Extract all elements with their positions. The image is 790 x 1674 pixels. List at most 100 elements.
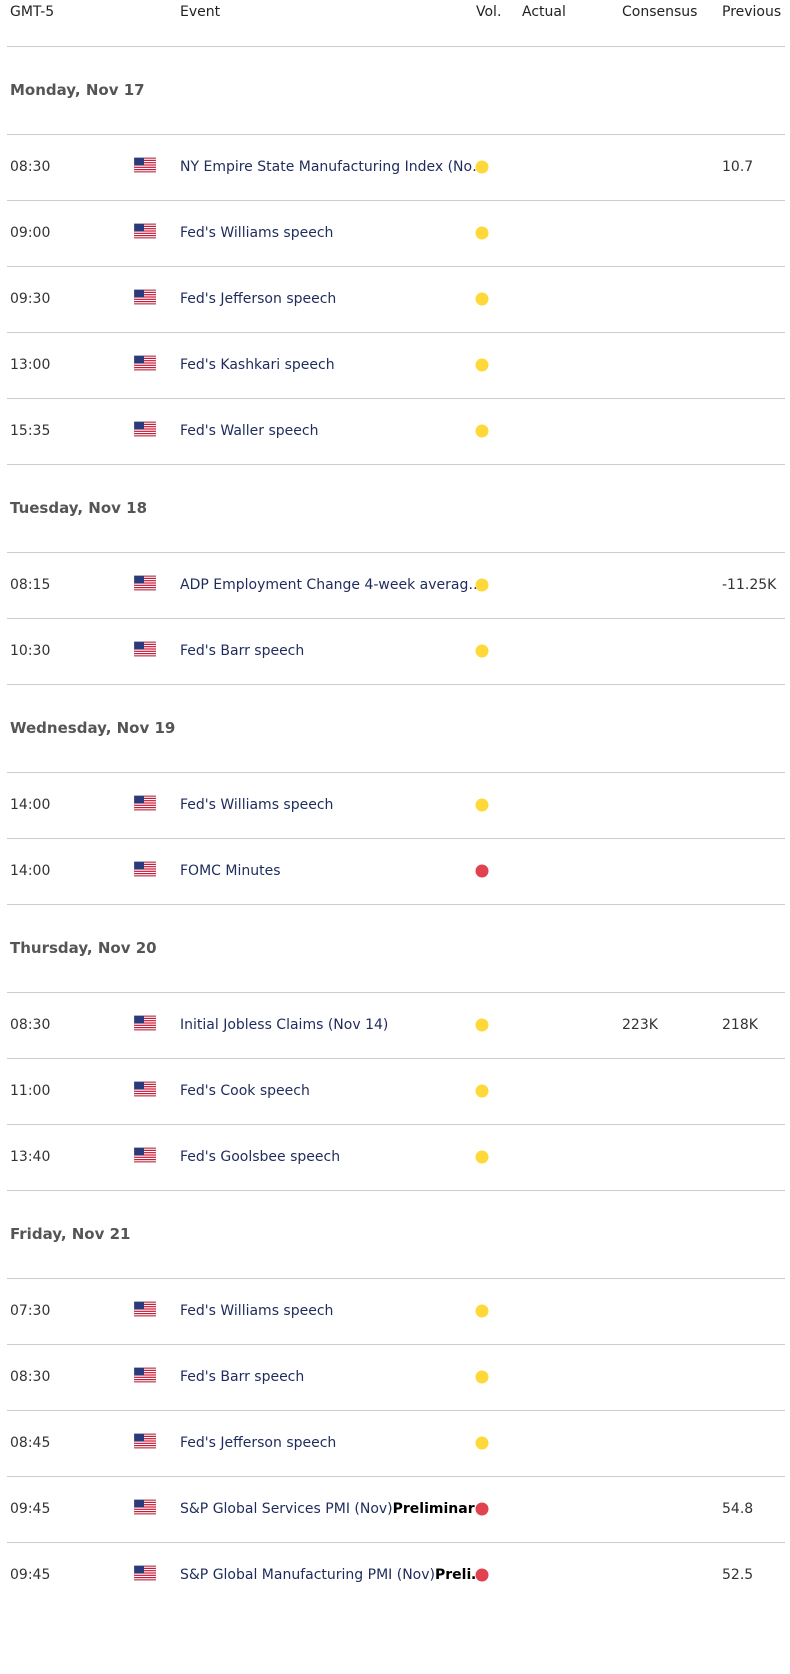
divider	[7, 1190, 785, 1191]
flag-icon	[133, 1565, 157, 1585]
divider	[7, 552, 785, 553]
event-emphasis: Preli…	[434, 1567, 486, 1583]
event-name: ADP Employment Change 4-week averag…	[180, 577, 483, 593]
us-flag	[133, 289, 157, 305]
volatility-dot	[475, 1084, 489, 1098]
column-header: GMT-5	[10, 4, 55, 20]
event-time: 14:00	[10, 797, 51, 813]
volatility-dot	[475, 798, 489, 812]
divider	[7, 398, 785, 399]
flag-icon	[133, 355, 157, 375]
volatility-dot	[475, 1568, 489, 1582]
event-name: Fed's Kashkari speech	[180, 357, 335, 373]
column-header: Vol.	[476, 4, 502, 20]
event-time: 08:45	[10, 1435, 51, 1451]
event-time: 15:35	[10, 423, 51, 439]
flag-icon	[133, 1147, 157, 1167]
flag-icon	[133, 1433, 157, 1453]
event-name: Fed's Williams speech	[180, 225, 334, 241]
flag-icon	[133, 1081, 157, 1101]
column-header: Actual	[522, 4, 566, 20]
divider	[7, 1410, 785, 1411]
event-name: Fed's Jefferson speech	[180, 291, 337, 307]
event-time: 08:30	[10, 1017, 51, 1033]
volatility-dot	[475, 1502, 489, 1516]
previous-value: 52.5	[722, 1567, 754, 1583]
event-name: Initial Jobless Claims (Nov 14)	[180, 1017, 389, 1033]
volatility-dot	[475, 1150, 489, 1164]
volatility-dot	[475, 1018, 489, 1032]
us-flag	[133, 1015, 157, 1031]
event-name: Fed's Goolsbee speech	[180, 1149, 341, 1165]
day-label: Tuesday, Nov 18	[10, 499, 148, 517]
event-time: 09:30	[10, 291, 51, 307]
event-name: FOMC Minutes	[180, 863, 281, 879]
day-label: Thursday, Nov 20	[10, 939, 157, 957]
event-name: Fed's Barr speech	[180, 643, 305, 659]
divider	[7, 904, 785, 905]
us-flag	[133, 1565, 157, 1581]
us-flag	[133, 641, 157, 657]
flag-icon	[133, 641, 157, 661]
event-emphasis: Preliminar	[392, 1501, 475, 1517]
flag-icon	[133, 289, 157, 309]
event-time: 11:00	[10, 1083, 51, 1099]
divider	[7, 838, 785, 839]
divider	[7, 1124, 785, 1125]
volatility-dot	[475, 1370, 489, 1384]
volatility-dot	[475, 292, 489, 306]
flag-icon	[133, 575, 157, 595]
us-flag	[133, 223, 157, 239]
consensus-value: 223K	[622, 1017, 658, 1033]
flag-icon	[133, 1499, 157, 1519]
us-flag	[133, 157, 157, 173]
us-flag	[133, 1301, 157, 1317]
divider	[7, 46, 785, 47]
flag-icon	[133, 795, 157, 815]
divider	[7, 1542, 785, 1543]
column-header: Previous	[722, 4, 782, 20]
previous-value: 218K	[722, 1017, 758, 1033]
divider	[7, 992, 785, 993]
volatility-dot	[475, 578, 489, 592]
divider	[7, 772, 785, 773]
us-flag	[133, 575, 157, 591]
event-name: S&P Global Services PMI (Nov)Preliminar	[180, 1501, 475, 1517]
us-flag	[133, 355, 157, 371]
divider	[7, 1278, 785, 1279]
flag-icon	[133, 157, 157, 177]
event-name: Fed's Barr speech	[180, 1369, 305, 1385]
volatility-dot	[475, 424, 489, 438]
flag-icon	[133, 1367, 157, 1387]
us-flag	[133, 861, 157, 877]
event-time: 13:40	[10, 1149, 51, 1165]
event-name: NY Empire State Manufacturing Index (No…	[180, 159, 487, 175]
us-flag	[133, 1433, 157, 1449]
us-flag	[133, 795, 157, 811]
us-flag	[133, 1499, 157, 1515]
volatility-dot	[475, 1436, 489, 1450]
event-time: 10:30	[10, 643, 51, 659]
event-time: 14:00	[10, 863, 51, 879]
previous-value: 54.8	[722, 1501, 754, 1517]
volatility-dot	[475, 226, 489, 240]
divider	[7, 684, 785, 685]
event-time: 09:45	[10, 1567, 51, 1583]
event-time: 13:00	[10, 357, 51, 373]
volatility-dot	[475, 1304, 489, 1318]
us-flag	[133, 1147, 157, 1163]
event-time: 08:30	[10, 159, 51, 175]
flag-icon	[133, 1301, 157, 1321]
day-label: Monday, Nov 17	[10, 81, 145, 99]
event-name: Fed's Williams speech	[180, 797, 334, 813]
volatility-dot	[475, 644, 489, 658]
previous-value: -11.25K	[722, 577, 777, 593]
flag-icon	[133, 1015, 157, 1035]
us-flag	[133, 1367, 157, 1383]
event-time: 07:30	[10, 1303, 51, 1319]
day-label: Friday, Nov 21	[10, 1225, 131, 1243]
event-time: 08:30	[10, 1369, 51, 1385]
event-name: Fed's Cook speech	[180, 1083, 310, 1099]
divider	[7, 134, 785, 135]
